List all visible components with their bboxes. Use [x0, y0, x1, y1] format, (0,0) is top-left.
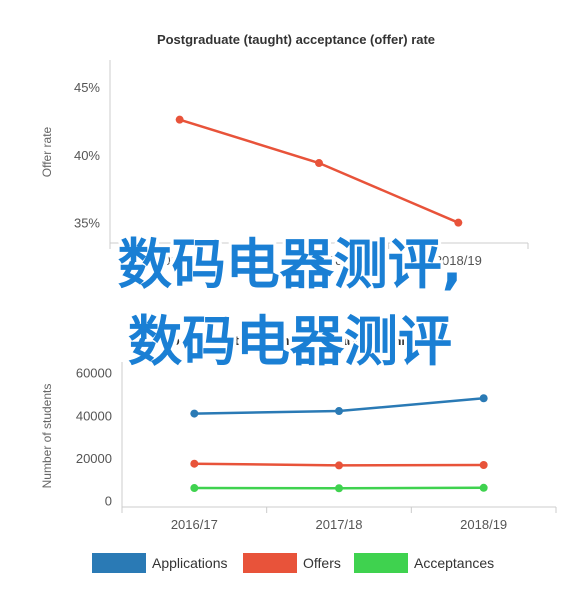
chart2-data-point[interactable] — [479, 394, 488, 403]
chart1-data-point[interactable] — [454, 218, 463, 227]
chart2-y-tick-label: 40000 — [76, 408, 112, 423]
legend-label-1[interactable]: Applications — [152, 555, 228, 571]
chart1-data-point[interactable] — [315, 159, 323, 168]
chart2-y-tick-label: 20000 — [76, 451, 112, 466]
chart1-y-tick-label: 35% — [74, 216, 100, 231]
chart1-y-axis-label: Offer rate — [40, 126, 54, 177]
chart2-data-point[interactable] — [479, 483, 488, 492]
legend-swatch-1[interactable] — [92, 553, 146, 573]
chart2-x-tick-label: 2016/17 — [171, 517, 218, 532]
legend-label-2[interactable]: Offers — [303, 555, 341, 571]
chart2-x-tick-label: 2017/18 — [316, 517, 363, 532]
chart2-x-tick-label: 2018/19 — [460, 517, 507, 532]
chart1-series-line-1 — [179, 118, 459, 224]
application-numbers-chart: Postgraduate (taught) application number… — [40, 333, 557, 573]
chart2-title: Postgraduate (taught) application number… — [163, 333, 429, 348]
chart2-y-tick-label: 60000 — [76, 366, 112, 381]
chart1-x-tick-label: 2018/19 — [435, 253, 482, 268]
chart1-x-tick-label: 2016/17 — [156, 253, 203, 268]
chart2-data-point[interactable] — [479, 460, 488, 469]
chart2-data-point[interactable] — [335, 407, 343, 416]
chart2-y-tick-label: 0 — [105, 494, 112, 509]
chart1-data-point[interactable] — [175, 115, 184, 124]
chart2-data-point[interactable] — [190, 484, 199, 493]
acceptance-rate-chart: Postgraduate (taught) acceptance (offer)… — [40, 32, 529, 268]
chart1-y-tick-label: 40% — [74, 148, 100, 163]
chart1-title: Postgraduate (taught) acceptance (offer)… — [157, 32, 435, 47]
chart2-y-axis-label: Number of students — [40, 384, 54, 489]
chart2-data-point[interactable] — [335, 484, 343, 493]
legend-label-3[interactable]: Acceptances — [414, 555, 494, 571]
chart2-data-point[interactable] — [335, 461, 343, 470]
legend-swatch-3[interactable] — [354, 553, 408, 573]
chart1-y-tick-label: 45% — [74, 80, 100, 95]
chart2-data-point[interactable] — [190, 459, 199, 468]
legend-swatch-2[interactable] — [243, 553, 297, 573]
overlay-text-line-1: 数码电器测评, — [117, 233, 463, 296]
overlay-text-line-2: 数码电器测评 — [128, 310, 452, 373]
chart1-x-tick-label: 2017/18 — [296, 253, 343, 268]
chart2-data-point[interactable] — [190, 409, 199, 418]
